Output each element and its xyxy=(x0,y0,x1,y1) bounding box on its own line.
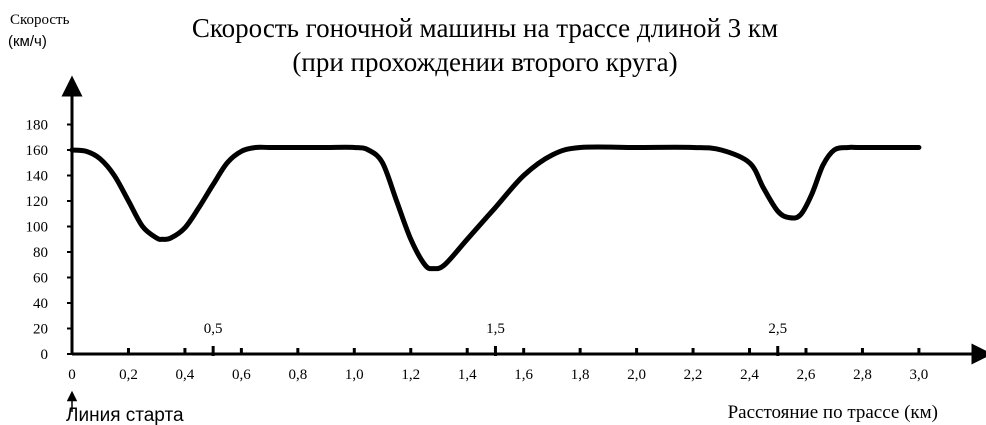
x-ticks: 0 0,2 0,4 0,6 0,8 1,0 1,2 1,4 1,6 1,8 2,0 2,2 2,4 2,6… xyxy=(68,348,928,383)
chart-subtitle: (при прохождении второго круга) xyxy=(292,47,677,77)
y-tick-label: 140 xyxy=(26,169,49,185)
y-tick-label: 20 xyxy=(33,322,48,338)
x-tick-label: 0,6 xyxy=(232,367,251,383)
y-tick-label: 40 xyxy=(33,296,48,312)
y-tick-label: 120 xyxy=(26,194,49,210)
x-tick-label: 1,2 xyxy=(401,367,420,383)
x-tick-label: 1,8 xyxy=(571,367,590,383)
chart-title: Скорость гоночной машины на трассе длино… xyxy=(192,13,778,43)
x-tick-label: 2,2 xyxy=(684,367,703,383)
x-tick-label: 0,2 xyxy=(119,367,138,383)
y-axis-label-line1: Скорость xyxy=(10,12,70,28)
y-ticks: 0 20 40 60 80 100 120 140 160 180 xyxy=(26,118,72,363)
y-tick-label: 60 xyxy=(33,271,48,287)
x-tick-label: 2,8 xyxy=(853,367,872,383)
y-tick-label: 0 xyxy=(41,347,49,363)
y-axis-label-line2: (км/ч) xyxy=(8,33,47,50)
x-axis-label: Расстояние по трассе (км) xyxy=(728,402,938,423)
y-tick-label: 160 xyxy=(26,143,49,159)
x-tick-label: 1,0 xyxy=(345,367,364,383)
x-tick-label: 0,8 xyxy=(288,367,307,383)
x-tick-label: 2,6 xyxy=(797,367,816,383)
x-half-tick-label: 0,5 xyxy=(204,321,223,337)
x-tick-label: 1,6 xyxy=(514,367,533,383)
x-tick-label: 0 xyxy=(68,367,76,383)
y-tick-label: 180 xyxy=(26,118,49,134)
x-tick-label: 2,0 xyxy=(627,367,646,383)
start-line-label: Линия старта xyxy=(66,405,184,425)
x-tick-label: 3,0 xyxy=(910,367,929,383)
x-half-tick-label: 1,5 xyxy=(486,321,505,337)
y-tick-label: 100 xyxy=(26,220,49,236)
extra-ticks: 0,5 1,5 2,5 xyxy=(204,321,787,356)
y-tick-label: 80 xyxy=(33,245,48,261)
series-line-speed xyxy=(69,144,922,272)
x-tick-label: 2,4 xyxy=(740,367,759,383)
x-half-tick-label: 2,5 xyxy=(768,321,787,337)
x-tick-label: 0,4 xyxy=(176,367,195,383)
x-tick-label: 1,4 xyxy=(458,367,477,383)
